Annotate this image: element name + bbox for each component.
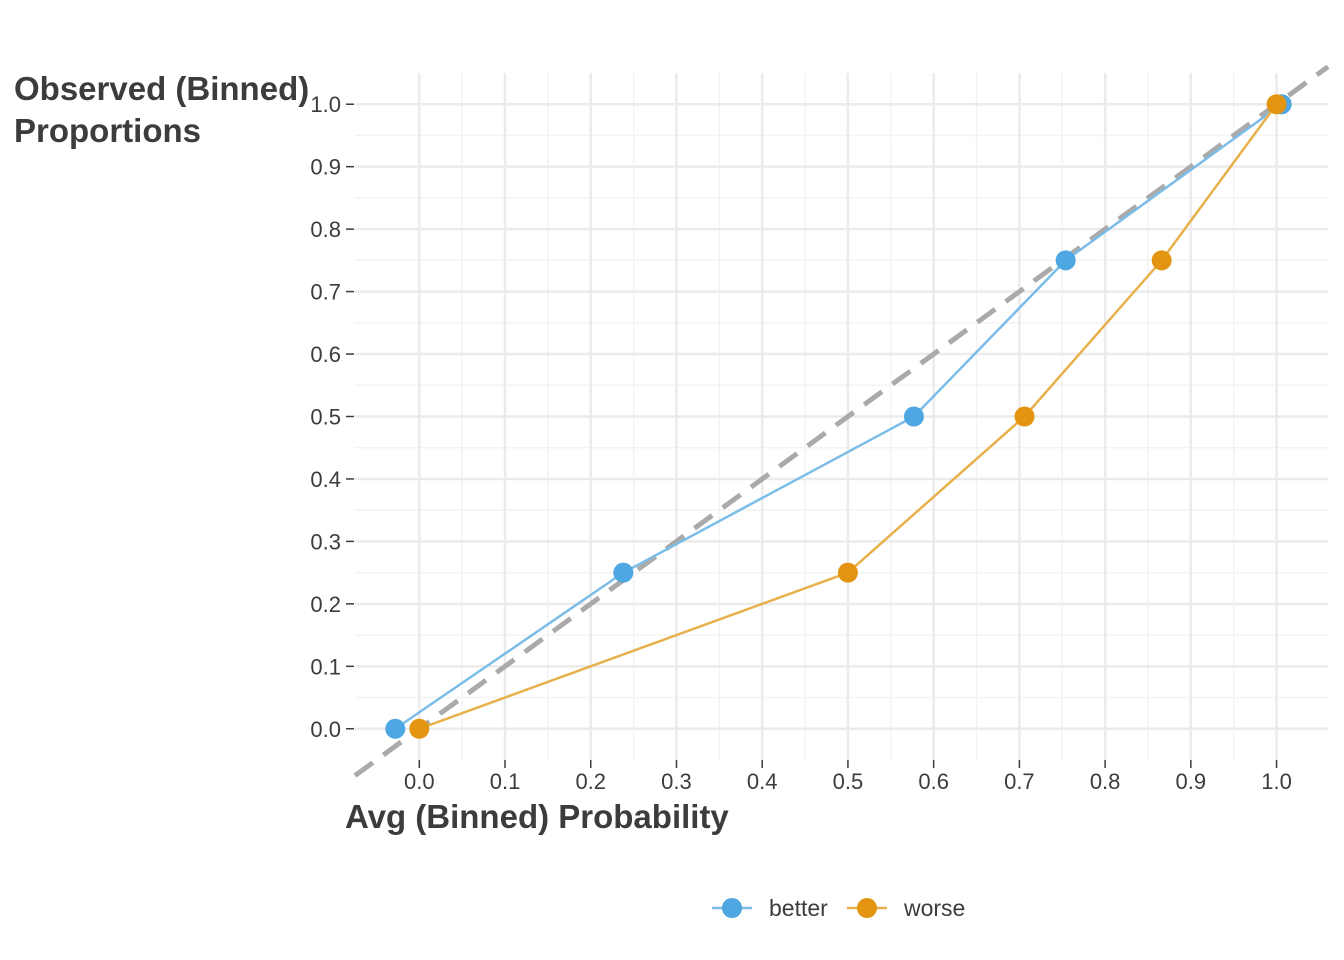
y-tick-label: 0.8: [310, 217, 341, 242]
point-better: [903, 406, 924, 427]
y-tick-label: 0.4: [310, 467, 341, 492]
y-axis-title-line-2: Proportions: [14, 112, 201, 149]
x-tick-label: 0.5: [833, 769, 864, 794]
point-worse: [1014, 406, 1035, 427]
x-tick-label: 0.2: [575, 769, 606, 794]
x-tick-label: 0.6: [918, 769, 949, 794]
y-tick-label: 1.0: [310, 92, 341, 117]
point-worse: [409, 718, 430, 739]
x-axis-title: Avg (Binned) Probability: [345, 798, 729, 835]
x-tick-label: 1.0: [1261, 769, 1292, 794]
axis-group: 0.0 0.1 0.2 0.3 0.4 0.5 0.6 0.7 0.8 0.9 1.0 0.0 0.1 0…: [310, 92, 1291, 794]
legend: better worse: [712, 895, 965, 921]
y-tick-label: 0.0: [310, 717, 341, 742]
point-better: [613, 562, 634, 583]
point-better: [1055, 250, 1076, 271]
reference-diagonal-line: [353, 64, 1330, 778]
y-tick-label: 0.2: [310, 592, 341, 617]
x-tick-label: 0.7: [1004, 769, 1035, 794]
legend-key-point-better: [722, 898, 742, 918]
x-tick-label: 0.4: [747, 769, 778, 794]
x-tick-label: 0.3: [661, 769, 692, 794]
point-better: [385, 718, 406, 739]
y-axis-title-line-1: Observed (Binned): [14, 70, 309, 107]
legend-label-worse: worse: [903, 895, 965, 921]
y-tick-label: 0.9: [310, 155, 341, 180]
y-tick-label: 0.5: [310, 405, 341, 430]
y-tick-label: 0.7: [310, 280, 341, 305]
x-tick-label: 0.8: [1090, 769, 1121, 794]
series-group: [385, 94, 1292, 739]
point-worse: [1151, 250, 1172, 271]
x-tick-label: 0.9: [1176, 769, 1207, 794]
point-worse: [1266, 94, 1287, 115]
legend-label-better: better: [769, 895, 828, 921]
y-tick-label: 0.1: [310, 654, 341, 679]
x-tick-label: 0.1: [490, 769, 521, 794]
y-tick-label: 0.6: [310, 342, 341, 367]
y-tick-label: 0.3: [310, 529, 341, 554]
reference-line-group: [353, 64, 1330, 778]
x-tick-label: 0.0: [404, 769, 435, 794]
point-worse: [837, 562, 858, 583]
legend-key-point-worse: [857, 898, 877, 918]
